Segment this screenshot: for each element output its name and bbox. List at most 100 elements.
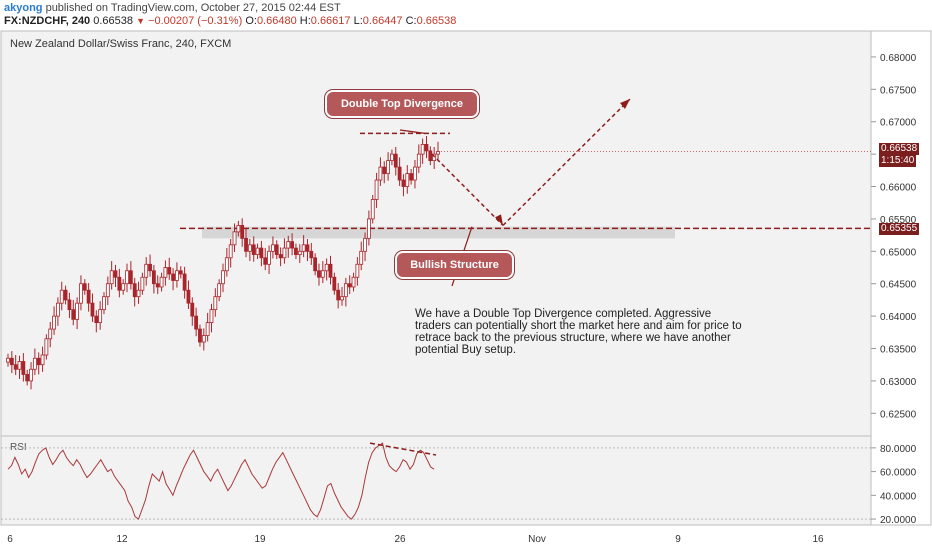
candle-body [190,302,195,317]
high-value: 0.66617 [310,15,351,27]
x-tick-label: 26 [394,534,406,545]
candle-body [366,218,371,239]
open-label: O: [245,15,257,27]
candle-body [409,173,414,181]
candle-body [351,276,356,288]
candle-body [167,267,172,275]
candle-body [171,273,175,281]
candle-body [155,283,160,288]
candle-body [320,270,325,278]
candle-body [121,283,126,291]
x-tick-label: 16 [812,534,824,545]
candle-body [125,270,129,285]
candle-body [347,283,352,288]
candle-body [21,361,26,375]
close-value: 0.66538 [416,15,457,27]
projected-rally-line [502,98,631,226]
y-tick-label: 0.63000 [880,377,917,388]
y-tick-label: 0.64500 [880,280,917,291]
candle-body [82,283,87,291]
candle-body [236,224,241,233]
candle-body [397,166,402,181]
x-tick-label: 19 [254,534,266,545]
change-value: −0.00207 (−0.31%) [148,15,243,27]
y-tick-label: 0.62500 [880,409,917,420]
bullish-structure-callout[interactable]: Bullish Structure [395,251,514,279]
candle-body [221,270,225,285]
candle-body [382,166,387,174]
high-label: H: [299,15,311,27]
candle-body [286,241,291,249]
candle-body [44,338,49,356]
candle-body [232,231,237,246]
candle-body [290,241,295,249]
candle-body [209,309,214,324]
candle-body [52,315,56,330]
candle-body [313,257,318,272]
close-label: C: [405,15,417,27]
low-label: L: [353,15,363,27]
countdown-tag: 1:15:40 [879,155,917,167]
candle-body [309,250,314,259]
candle-body [90,302,95,317]
decline-arrowhead [495,214,503,226]
candle-body [63,289,68,301]
candle-body [79,283,83,304]
candle-body [217,283,222,298]
candle-body [255,247,260,255]
candle-body [297,250,302,255]
candle-body [263,257,268,265]
x-tick-label: 12 [116,534,128,545]
candle-body [413,166,417,181]
candle-body [163,267,168,278]
rally-arrowhead [620,99,630,110]
publisher-line: akyong published on TradingView.com, Oct… [4,2,341,14]
time-axis[interactable] [1,525,871,549]
candle-body [6,357,10,363]
candle-body [401,179,406,187]
candle-body [390,153,394,162]
candle-body [109,270,114,285]
candle-body [405,173,410,187]
candle-body [144,263,149,278]
rsi-divergence-line [369,442,437,456]
candle-body [378,166,383,181]
symbol-label: FX:NZDCHF, 240 [4,15,91,27]
price-axis[interactable] [870,30,932,526]
candle-body [355,263,360,278]
chart-title: New Zealand Dollar/Swiss Franc, 240, FXC… [10,38,231,50]
y-tick-label: 0.65500 [880,215,917,226]
candle-body [201,335,206,343]
candle-body [198,328,202,343]
candle-body [363,237,367,252]
y-tick-label: 0.65000 [880,247,917,258]
candle-body [36,357,41,366]
candle-body [94,315,99,323]
double-top-callout[interactable]: Double Top Divergence [325,90,479,118]
candle-body [247,244,252,252]
candle-body [393,153,398,168]
rsi-tick-label: 20.0000 [880,515,917,526]
candle-body [67,299,72,311]
candle-body [194,315,199,330]
candle-body [17,361,22,370]
candle-body [343,283,348,298]
candle-body [324,263,329,272]
candle-body [244,237,248,252]
rsi-pane[interactable] [0,435,872,526]
candle-body [128,270,133,285]
last-price: 0.66538 [93,15,134,27]
candle-body [25,374,30,382]
candle-body [271,244,275,252]
candle-body [9,357,14,366]
author-link[interactable]: akyong [4,2,43,14]
candle-body [56,302,60,317]
y-tick-label: 0.63500 [880,345,917,356]
candle-body [317,270,321,278]
candle-body [132,283,137,298]
projected-decline-line [431,153,504,226]
candle-body [113,270,118,278]
candle-body [159,276,164,288]
candle-body [75,302,80,320]
double-top-callout-pointer [399,129,426,134]
